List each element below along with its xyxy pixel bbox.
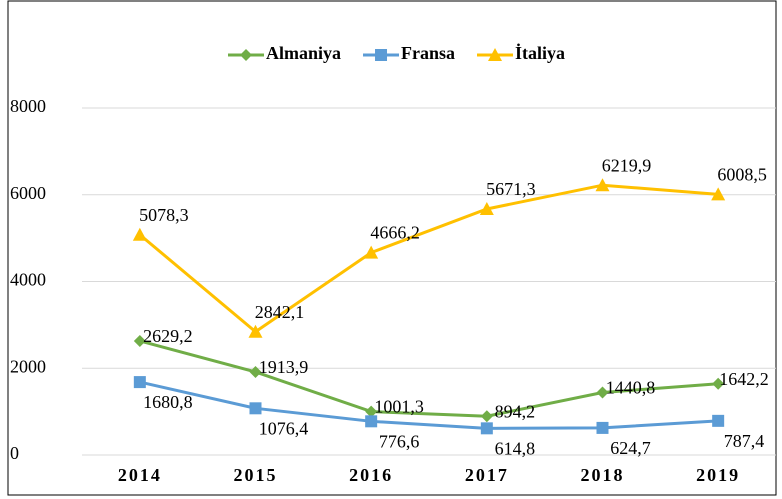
point [712,377,725,390]
data-label: 1001,3 [374,397,424,417]
point [488,48,503,61]
data-label: 624,7 [610,438,651,458]
data-label: 1913,9 [259,357,309,377]
data-label: 894,2 [495,401,536,421]
point [595,178,610,192]
point [240,49,252,61]
data-label: 1076,4 [259,418,309,438]
series-line [139,380,719,430]
data-label: 787,4 [724,431,765,451]
x-tick-label: 2015 [234,465,278,485]
point [249,402,262,415]
y-tick-label: 0 [10,443,19,463]
x-tick-label: 2019 [696,465,740,485]
point [365,415,378,428]
point [132,227,147,241]
data-label: 1680,8 [143,392,193,412]
legend-label: Almaniya [266,43,341,63]
point [249,365,262,378]
point [712,414,725,427]
data-label: 5671,3 [486,179,536,199]
x-tick-label: 2016 [349,465,393,485]
x-tick-label: 2014 [118,465,162,485]
data-label: 2842,1 [255,302,305,322]
y-tick-label: 6000 [10,183,46,203]
y-tick-label: 8000 [10,96,46,116]
point [711,187,726,201]
point [479,202,494,216]
series-line [139,339,719,418]
legend-label: Fransa [401,43,455,63]
point [365,405,378,418]
point [133,334,146,347]
data-label: 2629,2 [143,326,193,346]
data-label: 5078,3 [139,205,189,225]
data-label: 6008,5 [717,165,767,185]
point [364,245,379,259]
point [596,421,609,434]
point [480,422,493,435]
data-label: 4666,2 [370,223,420,243]
x-tick-label: 2017 [465,465,509,485]
chart-border [7,0,777,496]
point [480,410,493,423]
data-label: 1642,2 [719,369,769,389]
legend-label: İtaliya [515,43,565,63]
y-tick-label: 4000 [10,270,46,290]
data-label: 1440,8 [606,378,656,398]
point [596,386,609,399]
point [375,49,388,61]
y-tick-label: 2000 [10,356,46,376]
data-label: 776,6 [379,431,420,451]
series-line [138,183,719,334]
point [248,324,263,338]
x-tick-label: 2018 [581,465,625,485]
data-label: 6219,9 [602,155,652,175]
data-label: 614,8 [495,438,536,458]
point [133,376,146,389]
